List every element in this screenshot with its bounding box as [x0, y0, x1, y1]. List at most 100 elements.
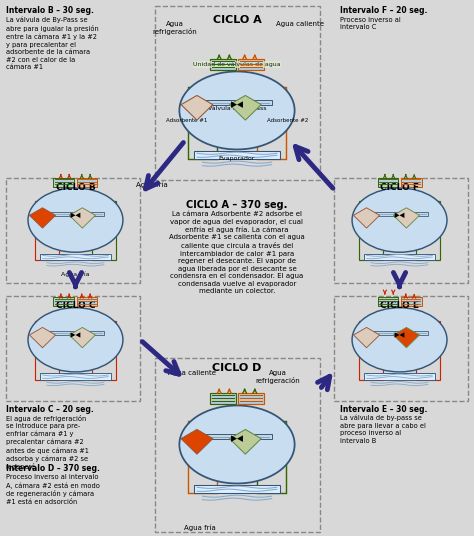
- Polygon shape: [181, 95, 213, 120]
- Polygon shape: [29, 208, 55, 228]
- Bar: [334, 178, 468, 283]
- Bar: [40, 254, 111, 260]
- Bar: [257, 421, 286, 493]
- Text: Agua
refrigeración: Agua refrigeración: [255, 370, 300, 384]
- Ellipse shape: [179, 406, 295, 483]
- Text: Intervalo F – 20 seg.: Intervalo F – 20 seg.: [340, 6, 427, 15]
- Bar: [76, 177, 98, 187]
- Ellipse shape: [28, 308, 123, 372]
- Polygon shape: [69, 327, 95, 348]
- Polygon shape: [354, 208, 380, 228]
- Bar: [416, 201, 440, 260]
- Bar: [359, 201, 383, 260]
- Ellipse shape: [352, 308, 447, 372]
- Polygon shape: [181, 429, 213, 454]
- Bar: [6, 178, 140, 283]
- Bar: [401, 297, 421, 306]
- Polygon shape: [71, 332, 75, 338]
- Text: CICLO C: CICLO C: [56, 301, 95, 310]
- Ellipse shape: [28, 188, 123, 252]
- Polygon shape: [395, 332, 400, 338]
- Bar: [364, 254, 435, 260]
- Bar: [377, 297, 399, 306]
- Bar: [194, 485, 280, 493]
- Text: CICLO F: CICLO F: [380, 183, 419, 192]
- Polygon shape: [69, 208, 95, 228]
- Text: CICLO D: CICLO D: [212, 363, 262, 373]
- Text: Proceso inverso al
intervalo C: Proceso inverso al intervalo C: [340, 17, 401, 30]
- Bar: [188, 421, 217, 493]
- Bar: [401, 177, 421, 187]
- Polygon shape: [231, 101, 237, 108]
- Text: Agua caliente: Agua caliente: [276, 21, 324, 27]
- Bar: [47, 212, 104, 216]
- Text: Agua caliente: Agua caliente: [168, 370, 216, 376]
- Text: Agua fría: Agua fría: [137, 182, 168, 189]
- Bar: [47, 331, 104, 336]
- Ellipse shape: [352, 188, 447, 252]
- Text: CICLO A – 370 seg.: CICLO A – 370 seg.: [186, 200, 288, 210]
- Bar: [202, 434, 272, 439]
- Text: CICLO E: CICLO E: [380, 301, 419, 310]
- Bar: [334, 296, 468, 400]
- Text: La válvula de by-pass se
abre para llevar a cabo el
proceso inverso al
intervalo: La válvula de by-pass se abre para lleva…: [340, 414, 426, 444]
- Text: Intervalo C – 20 seg.: Intervalo C – 20 seg.: [6, 405, 93, 414]
- Polygon shape: [400, 332, 404, 338]
- Bar: [371, 212, 428, 216]
- Bar: [155, 358, 320, 532]
- Bar: [188, 87, 217, 159]
- Text: Proceso inverso al intervalo
A, cámara #2 está en modo
de regeneración y cámara
: Proceso inverso al intervalo A, cámara #…: [6, 474, 100, 505]
- Bar: [194, 151, 280, 159]
- Bar: [92, 201, 116, 260]
- Text: Adsorbente #1: Adsorbente #1: [166, 118, 207, 123]
- Bar: [54, 177, 74, 187]
- Text: Agua fría: Agua fría: [61, 272, 89, 278]
- Text: La cámara Adsorbente #2 adsorbe el
vapor de agua del evaporador, el cual
enfría : La cámara Adsorbente #2 adsorbe el vapor…: [169, 211, 305, 294]
- Polygon shape: [393, 327, 419, 348]
- Bar: [92, 321, 116, 380]
- Bar: [76, 297, 98, 306]
- Bar: [359, 321, 383, 380]
- Bar: [416, 321, 440, 380]
- Text: Intervalo B – 30 seg.: Intervalo B – 30 seg.: [6, 6, 93, 15]
- Bar: [35, 201, 59, 260]
- Bar: [155, 6, 320, 180]
- Bar: [371, 331, 428, 336]
- Text: El agua de refrigeración
se introduce para pre-
enfriar cámara #1 y
precalentar : El agua de refrigeración se introduce pa…: [6, 414, 89, 471]
- Polygon shape: [237, 101, 243, 108]
- Polygon shape: [231, 435, 237, 442]
- Text: Adsorbente #2: Adsorbente #2: [267, 118, 308, 123]
- Bar: [54, 297, 74, 306]
- Polygon shape: [229, 429, 261, 454]
- Polygon shape: [395, 213, 400, 218]
- Polygon shape: [75, 213, 81, 218]
- Polygon shape: [354, 327, 380, 348]
- Bar: [210, 393, 236, 404]
- Text: Evaporador: Evaporador: [219, 156, 255, 161]
- Polygon shape: [75, 332, 81, 338]
- Bar: [238, 393, 264, 404]
- Bar: [35, 321, 59, 380]
- Polygon shape: [229, 95, 261, 120]
- Text: Válvula de By-Pass: Válvula de By-Pass: [208, 106, 266, 111]
- Text: Agua
refrigeración: Agua refrigeración: [153, 21, 198, 35]
- Text: Unidad de válvulas de agua: Unidad de válvulas de agua: [193, 62, 281, 68]
- Bar: [377, 177, 399, 187]
- Polygon shape: [237, 435, 243, 442]
- Text: Intervalo D – 370 seg.: Intervalo D – 370 seg.: [6, 464, 100, 473]
- Bar: [364, 373, 435, 379]
- Text: Agua fría: Agua fría: [184, 524, 216, 531]
- Text: CICLO B: CICLO B: [55, 183, 95, 192]
- Bar: [6, 296, 140, 400]
- Ellipse shape: [179, 71, 295, 150]
- Bar: [257, 87, 286, 159]
- Bar: [40, 373, 111, 379]
- Bar: [210, 59, 236, 70]
- Text: CICLO A: CICLO A: [213, 15, 261, 25]
- Polygon shape: [400, 213, 404, 218]
- Bar: [238, 59, 264, 70]
- Polygon shape: [29, 327, 55, 348]
- Bar: [202, 100, 272, 105]
- Text: La válvula de By-Pass se
abre para igualar la presión
entre la cámara #1 y la #2: La válvula de By-Pass se abre para igual…: [6, 17, 99, 70]
- Text: Intervalo E – 30 seg.: Intervalo E – 30 seg.: [340, 405, 427, 414]
